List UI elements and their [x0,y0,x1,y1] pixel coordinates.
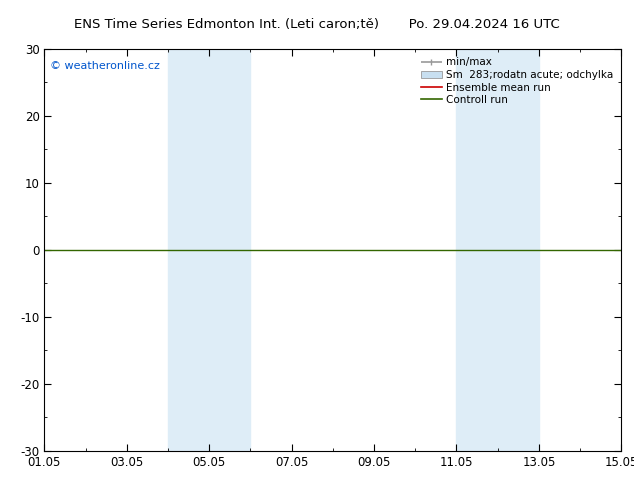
Bar [209,49,250,451]
Legend: min/max, Sm  283;rodatn acute; odchylka, Ensemble mean run, Controll run: min/max, Sm 283;rodatn acute; odchylka, … [418,54,616,108]
Bar [498,49,539,451]
Bar [168,49,209,451]
Bar [456,49,498,451]
Text: © weatheronline.cz: © weatheronline.cz [50,61,160,71]
Text: ENS Time Series Edmonton Int. (Leti caron;tě)       Po. 29.04.2024 16 UTC: ENS Time Series Edmonton Int. (Leti caro… [74,18,560,31]
